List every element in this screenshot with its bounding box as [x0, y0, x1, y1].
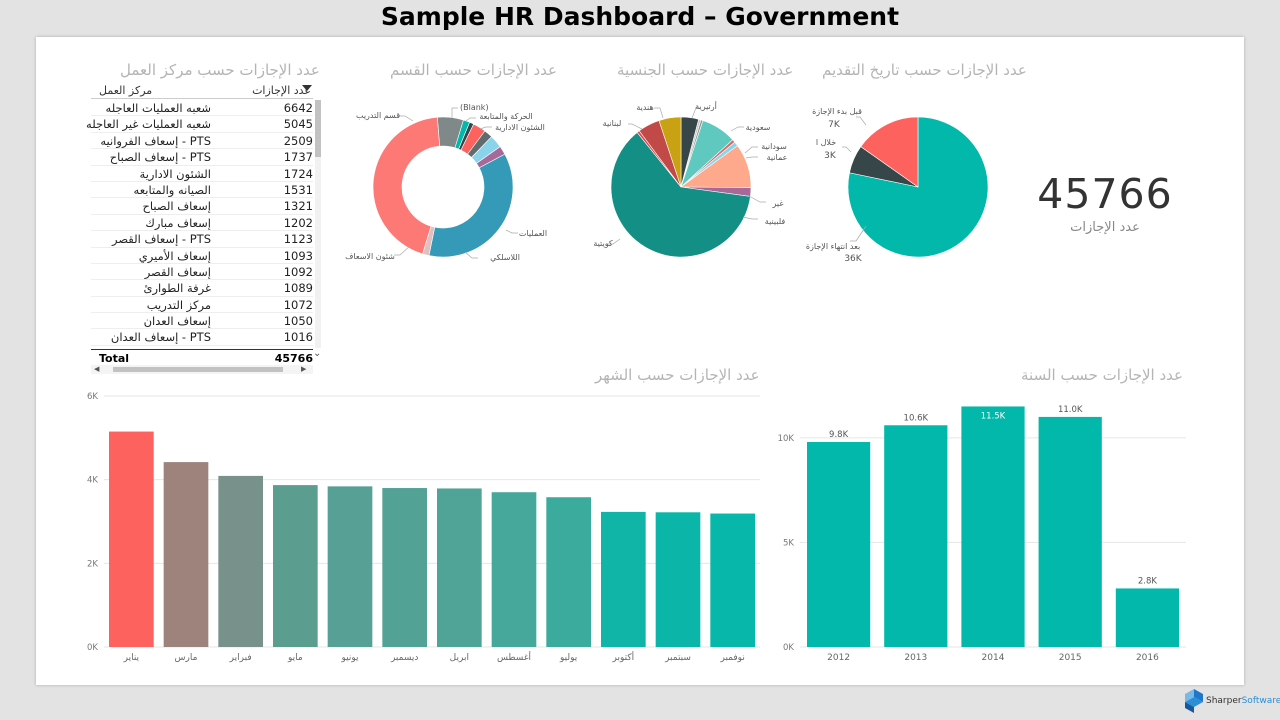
yearly-chart-title: عدد الإجازات حسب السنة	[1021, 366, 1183, 384]
nationality-slice[interactable]	[610, 132, 751, 258]
table-title: عدد الإجازات حسب مركز العمل	[120, 61, 320, 79]
leave-count-cell: 1724	[283, 166, 313, 181]
month-bar[interactable]	[491, 492, 537, 647]
work-center-cell: PTS - إسعاف القصر	[111, 232, 211, 247]
table-row[interactable]: إسعاف الأميري 1093	[91, 248, 313, 264]
logo-text-software: Software	[1241, 696, 1280, 706]
table-row[interactable]: PTS - إسعاف العدان 1016	[91, 329, 313, 346]
table-row[interactable]: PTS - إسعاف الصباح 1737	[91, 149, 313, 166]
leave-count-cell: 1050	[283, 314, 313, 329]
table-row[interactable]: إسعاف مبارك 1202	[91, 215, 313, 232]
table-row[interactable]: إسعاف القصر 1092	[91, 264, 313, 281]
year-bar[interactable]	[961, 406, 1025, 647]
month-bar[interactable]	[710, 513, 755, 647]
month-bar[interactable]	[327, 486, 373, 647]
table-row[interactable]: مركز التدريب 1072	[91, 297, 313, 314]
table-row[interactable]: إسعاف العدان 1050	[91, 313, 313, 330]
scroll-right-icon[interactable]: ▶	[301, 365, 307, 373]
leave-count-cell: 1531	[283, 182, 313, 197]
logo-text-sharper: Sharper	[1206, 696, 1242, 706]
table-row[interactable]: شعبه العمليات غير العاجله 5045	[86, 116, 313, 133]
work-center-cell: شعبه العمليات العاجله	[105, 101, 211, 115]
table-row[interactable]: شعبه العمليات العاجله 6642	[91, 100, 313, 117]
leave-count-cell: 5045	[283, 117, 313, 132]
leave-count-cell: 1072	[283, 297, 313, 312]
table-row[interactable]: إسعاف الصباح 1321	[91, 198, 313, 215]
work-center-cell: إسعاف الأميري	[138, 248, 211, 263]
table-header[interactable]: مركز العمل عدد الإجازات	[91, 82, 313, 99]
work-center-cell: إسعاف مبارك	[145, 215, 211, 230]
department-slice[interactable]	[476, 146, 506, 169]
table-body: شعبه العمليات العاجله 6642 شعبه العمليات غ…	[86, 100, 313, 346]
sharpersoftware-logo: SharperSoftware	[1184, 688, 1280, 716]
department-slice[interactable]	[428, 153, 514, 258]
page-title: Sample HR Dashboard – Government	[380, 2, 900, 31]
work-center-cell: إسعاف القصر	[144, 264, 211, 279]
work-center-cell: الشئون الادارية	[139, 166, 211, 181]
leave-count-cell: 1016	[283, 330, 313, 345]
month-bar[interactable]	[273, 485, 318, 647]
month-bar[interactable]	[437, 488, 482, 647]
leave-count-cell: 1737	[283, 150, 313, 165]
leave-count-cell: 1321	[283, 199, 313, 214]
scroll-left-icon[interactable]: ◀	[94, 365, 100, 373]
year-bar[interactable]	[1038, 416, 1102, 647]
kpi-value: 45766	[1037, 170, 1173, 218]
total-label: Total	[99, 352, 130, 365]
month-bar[interactable]	[218, 475, 263, 647]
vertical-scroll-thumb[interactable]	[315, 100, 321, 157]
nationality-slice[interactable]	[658, 116, 682, 188]
table-total-row: Total 45766	[91, 349, 313, 366]
month-bar[interactable]	[109, 431, 154, 647]
horizontal-scrollbar[interactable]: ◀ ▶	[91, 365, 313, 374]
department-chart-title: عدد الإجازات حسب القسم	[390, 61, 557, 79]
submission-slice[interactable]	[860, 116, 919, 188]
leave-count-cell: 1092	[283, 264, 313, 279]
table-row[interactable]: غرفة الطوارئ 1089	[91, 280, 313, 297]
kpi-card: 45766 عدد الإجازات	[1020, 170, 1190, 250]
work-center-cell: إسعاف الصباح	[142, 199, 211, 214]
kpi-label: عدد الإجازات	[1070, 220, 1140, 235]
work-center-cell: PTS - إسعاف الصباح	[109, 150, 211, 165]
month-bar[interactable]	[163, 462, 209, 647]
year-bar[interactable]	[884, 425, 948, 647]
work-center-cell: مركز التدريب	[146, 297, 211, 312]
submission-chart-title: عدد الإجازات حسب تاريخ التقديم	[822, 61, 1027, 79]
nationality-chart-title: عدد الإجازات حسب الجنسية	[617, 61, 794, 79]
horizontal-scroll-thumb[interactable]	[113, 367, 283, 372]
work-center-table[interactable]: مركز العمل عدد الإجازات شعبه العمليات ال…	[86, 82, 322, 376]
department-slice[interactable]	[372, 116, 441, 255]
vertical-scrollbar[interactable]	[315, 100, 321, 348]
total-value: 45766	[274, 352, 313, 365]
column-header-work-center[interactable]: مركز العمل	[99, 84, 153, 97]
work-center-cell: شعبه العمليات غير العاجله	[86, 117, 211, 132]
leave-count-cell: 1089	[283, 281, 313, 296]
month-bar[interactable]	[382, 488, 427, 647]
leave-count-cell: 1202	[283, 215, 313, 230]
monthly-chart-title: عدد الإجازات حسب الشهر	[595, 366, 760, 384]
leave-count-cell: 1123	[283, 232, 313, 247]
column-header-leave-count[interactable]: عدد الإجازات	[252, 84, 311, 97]
table-row[interactable]: PTS - إسعاف القصر 1123	[91, 231, 313, 248]
leave-count-cell: 2509	[283, 133, 313, 148]
work-center-cell: إسعاف العدان	[143, 314, 211, 329]
work-center-cell: الصيانه والمتابعه	[133, 182, 211, 197]
year-bar[interactable]	[807, 442, 871, 647]
work-center-cell: PTS - إسعاف العدان	[110, 330, 211, 345]
month-bar[interactable]	[601, 511, 646, 647]
leave-count-cell: 6642	[283, 101, 313, 115]
table-row[interactable]: الصيانه والمتابعه 1531	[91, 182, 313, 199]
table-row[interactable]: الشئون الادارية 1724	[91, 166, 313, 182]
month-bar[interactable]	[546, 497, 591, 647]
year-bar[interactable]	[1115, 588, 1179, 647]
sort-descending-icon[interactable]	[302, 85, 312, 91]
logo-mark-icon	[1185, 689, 1203, 713]
work-center-cell: PTS - إسعاف الفروانيه	[100, 133, 211, 148]
work-center-cell: غرفة الطوارئ	[143, 281, 211, 296]
table-row[interactable]: PTS - إسعاف الفروانيه 2509	[91, 133, 313, 150]
month-bar[interactable]	[655, 512, 701, 647]
leave-count-cell: 1093	[283, 248, 313, 263]
chevron-down-icon[interactable]: ⌄	[313, 348, 322, 359]
